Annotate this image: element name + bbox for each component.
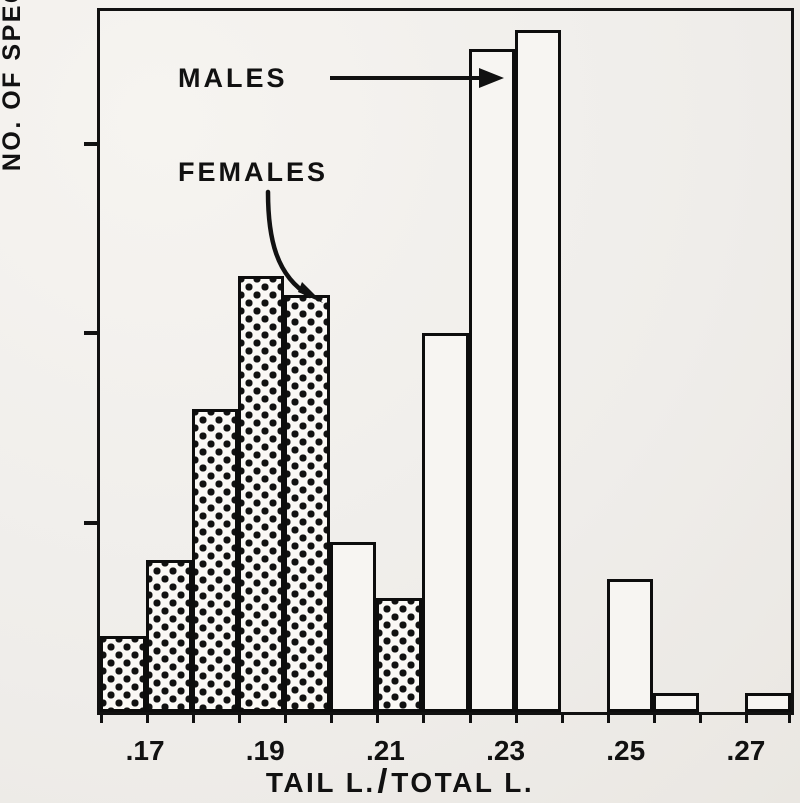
x-axis-title-denominator: TOTAL L. (391, 767, 535, 798)
x-tick-11 (606, 712, 610, 723)
y-tick-10 (84, 520, 100, 525)
annotation-females: FEMALES (178, 157, 329, 187)
x-tick-7 (422, 712, 426, 723)
x-tick-5 (330, 712, 334, 723)
x-tick-label-21: .21 (365, 735, 405, 766)
x-tick-label-17: .17 (125, 735, 165, 766)
y-axis-title: NO. OF SPECIMENS (0, 0, 26, 172)
x-tick-0 (100, 712, 103, 723)
y-tick-20 (84, 331, 100, 336)
x-tick-13 (698, 712, 702, 723)
bar-males-0.272 (744, 693, 791, 712)
x-tick-label-23: .23 (486, 735, 526, 766)
bar-females-0.196 (284, 295, 331, 712)
annotation-males: MALES (178, 63, 288, 93)
bar-females-0.180 (192, 408, 239, 712)
bar-females-0.188 (238, 276, 285, 712)
x-tick-8 (468, 712, 472, 723)
plot-frame (97, 8, 794, 715)
slash-glyph: / (377, 762, 390, 799)
x-axis-title-numerator: TAIL L. (265, 767, 376, 798)
x-tick-label-19: .19 (245, 735, 285, 766)
x-tick-10 (560, 712, 564, 723)
x-tick-1 (146, 712, 150, 723)
x-tick-14 (744, 712, 748, 723)
bar-males-0.219 (422, 333, 469, 712)
plot-area: 0102030.17.19.21.23.25.27 (84, 11, 791, 766)
x-tick-15 (788, 712, 791, 723)
bar-males-0.257 (652, 693, 699, 712)
bar-males-0.203 (330, 541, 377, 712)
x-tick-12 (652, 712, 656, 723)
bar-females-0.173 (146, 560, 193, 712)
x-tick-label-25: .25 (606, 735, 646, 766)
x-axis-title: TAIL L./TOTAL L. (0, 762, 800, 800)
x-tick-3 (238, 712, 242, 723)
bar-females-0.211 (376, 598, 423, 712)
x-tick-2 (192, 712, 196, 723)
bar-males-0.226 (468, 48, 515, 712)
x-tick-4 (284, 712, 288, 723)
bar-males-0.249 (606, 579, 653, 712)
x-tick-9 (514, 712, 518, 723)
x-tick-label-27: .27 (726, 735, 766, 766)
bar-males-0.234 (514, 29, 561, 712)
x-tick-6 (376, 712, 380, 723)
y-tick-30 (84, 141, 100, 146)
bar-females-0.165 (100, 636, 147, 712)
